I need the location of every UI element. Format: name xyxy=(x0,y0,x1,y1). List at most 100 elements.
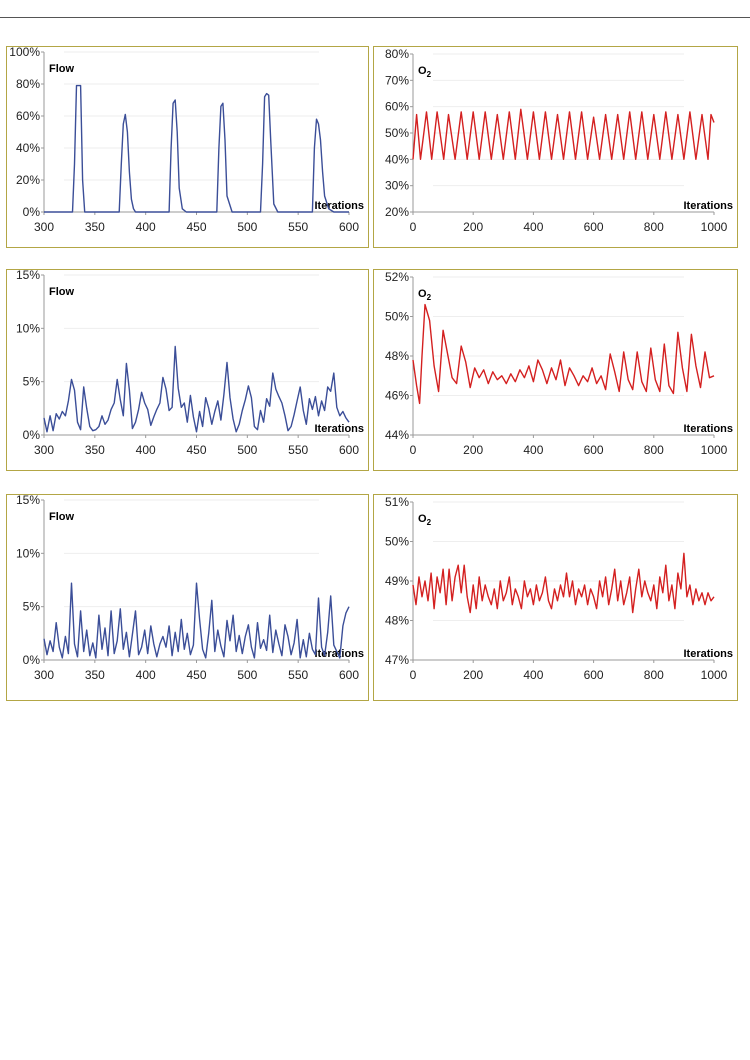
chart4-x-tick-label: 400 xyxy=(523,443,543,457)
chart2-x-tick-label: 0 xyxy=(410,220,417,234)
chart1-x-tick-label: 500 xyxy=(237,220,257,234)
chart5-x-tick-label: 350 xyxy=(85,668,105,682)
chart1-variable-label: Flow xyxy=(49,63,74,75)
chart2-x-tick-label: 600 xyxy=(584,220,604,234)
flow-chart-panel-3: 0% 5% 10% 15% 300 350 400 450 500 550 600 Iteration… xyxy=(6,494,369,701)
chart6-x-tick-label: 600 xyxy=(584,668,604,682)
chart1-y-tick-label: 60% xyxy=(16,109,40,123)
chart2-variable-label: O2 xyxy=(418,65,432,79)
chart2-y-tick-label: 30% xyxy=(385,179,409,193)
chart4-y-tick-label: 48% xyxy=(385,349,409,363)
chart4-y-tick-label: 44% xyxy=(385,428,409,442)
chart1-x-tick-label: 300 xyxy=(34,220,54,234)
chart1-x-tick-label: 350 xyxy=(85,220,105,234)
chart6-x-tick-label: 1000 xyxy=(701,668,728,682)
chart5-y-tick-label: 10% xyxy=(16,546,40,560)
chart1-y-tick-label: 20% xyxy=(16,173,40,187)
chart5-x-tick-label: 550 xyxy=(288,668,308,682)
chart2-x-tick-label: 1000 xyxy=(701,220,728,234)
o2-chart-panel-1: 20% 30% 40% 50% 60% 70% 80% 0 200 400 600 800 1000 It… xyxy=(373,46,738,248)
chart4-x-tick-label: 200 xyxy=(463,443,483,457)
chart3-x-tick-label: 450 xyxy=(186,443,206,457)
chart3-y-tick-label: 0% xyxy=(23,428,41,442)
chart5-x-axis-title: Iterations xyxy=(314,648,364,660)
chart2-y-tick-label: 20% xyxy=(385,205,409,219)
flow-chart-1: 0% 20% 40% 60% 80% 100% 300 350 400 450 500 550 600 I… xyxy=(9,47,364,234)
o2-chart-3: 47% 48% 49% 50% 51% 0 200 400 600 800 1000 Iteratio… xyxy=(385,495,733,682)
chart4-y-tick-label: 50% xyxy=(385,310,409,324)
chart5-x-tick-label: 500 xyxy=(237,668,257,682)
chart3-x-axis-title: Iterations xyxy=(314,423,364,435)
chart5-series-line-1 xyxy=(43,582,350,659)
chart2-y-tick-label: 40% xyxy=(385,152,409,166)
chart5-x-tick-label: 300 xyxy=(34,668,54,682)
flow-chart-panel-1: 0% 20% 40% 60% 80% 100% 300 350 400 450 500 550 600 I… xyxy=(6,46,369,248)
chart2-x-tick-label: 400 xyxy=(523,220,543,234)
flow-chart-2: 0% 5% 10% 15% 300 350 400 450 500 550 600 Iteration… xyxy=(16,270,364,457)
chart1-series-line-1 xyxy=(44,84,349,213)
chart1-y-tick-label: 40% xyxy=(16,141,40,155)
chart4-x-tick-label: 0 xyxy=(410,443,417,457)
chart5-x-tick-label: 450 xyxy=(186,668,206,682)
chart3-y-tick-label: 5% xyxy=(23,375,41,389)
chart5-x-tick-label: 600 xyxy=(339,668,359,682)
chart1-x-tick-label: 600 xyxy=(339,220,359,234)
chart3-series-line-1 xyxy=(43,345,350,433)
chart2-x-tick-label: 200 xyxy=(463,220,483,234)
chart1-x-tick-label: 400 xyxy=(136,220,156,234)
chart2-x-axis-title: Iterations xyxy=(683,200,733,212)
chart6-series-line-1 xyxy=(412,552,715,614)
chart4-x-tick-label: 600 xyxy=(584,443,604,457)
chart3-x-tick-label: 400 xyxy=(136,443,156,457)
chart1-x-tick-label: 550 xyxy=(288,220,308,234)
chart2-y-tick-label: 70% xyxy=(385,73,409,87)
chart5-y-tick-label: 5% xyxy=(23,600,41,614)
chart4-x-tick-label: 800 xyxy=(644,443,664,457)
flow-chart-3: 0% 5% 10% 15% 300 350 400 450 500 550 600 Iteration… xyxy=(16,495,364,682)
chart4-x-axis-title: Iterations xyxy=(683,423,733,435)
chart6-y-tick-label: 48% xyxy=(385,614,409,628)
chart6-x-tick-label: 400 xyxy=(523,668,543,682)
chart6-x-tick-label: 0 xyxy=(410,668,417,682)
chart4-x-tick-label: 1000 xyxy=(701,443,728,457)
flow-chart-panel-2: 0% 5% 10% 15% 300 350 400 450 500 550 600 Iteration… xyxy=(6,269,369,471)
chart3-x-tick-label: 600 xyxy=(339,443,359,457)
chart3-y-tick-label: 15% xyxy=(16,270,40,282)
chart6-variable-label: O2 xyxy=(418,513,432,527)
chart2-y-tick-label: 60% xyxy=(385,100,409,114)
o2-chart-1: 20% 30% 40% 50% 60% 70% 80% 0 200 400 600 800 1000 It… xyxy=(385,47,733,234)
chart1-y-tick-label: 0% xyxy=(23,205,41,219)
chart6-x-axis-title: Iterations xyxy=(683,648,733,660)
chart2-y-tick-label: 50% xyxy=(385,126,409,140)
page-top-rule xyxy=(0,17,750,18)
chart5-x-tick-label: 400 xyxy=(136,668,156,682)
chart6-y-tick-label: 51% xyxy=(385,495,409,509)
chart2-y-tick-label: 80% xyxy=(385,47,409,61)
chart6-y-tick-label: 47% xyxy=(385,653,409,667)
chart6-y-tick-label: 49% xyxy=(385,574,409,588)
chart4-y-tick-label: 52% xyxy=(385,270,409,284)
chart5-y-tick-label: 0% xyxy=(23,653,41,667)
chart1-y-tick-label: 80% xyxy=(16,77,40,91)
chart3-y-tick-label: 10% xyxy=(16,321,40,335)
o2-chart-panel-3: 47% 48% 49% 50% 51% 0 200 400 600 800 1000 Iteratio… xyxy=(373,494,738,701)
o2-chart-panel-2: 44% 46% 48% 50% 52% 0 200 400 600 800 1000 Iteratio… xyxy=(373,269,738,471)
chart6-y-tick-label: 50% xyxy=(385,535,409,549)
chart4-y-tick-label: 46% xyxy=(385,389,409,403)
chart5-y-tick-label: 15% xyxy=(16,495,40,507)
chart6-x-tick-label: 800 xyxy=(644,668,664,682)
o2-chart-2: 44% 46% 48% 50% 52% 0 200 400 600 800 1000 Iteratio… xyxy=(385,270,733,457)
chart4-series-line-1 xyxy=(412,303,715,405)
chart3-x-tick-label: 300 xyxy=(34,443,54,457)
chart1-x-axis-title: Iterations xyxy=(314,200,364,212)
chart3-variable-label: Flow xyxy=(49,286,74,298)
chart1-y-tick-label: 100% xyxy=(9,47,40,59)
chart2-series-line-1 xyxy=(412,108,715,161)
chart3-x-tick-label: 500 xyxy=(237,443,257,457)
chart2-x-tick-label: 800 xyxy=(644,220,664,234)
chart4-variable-label: O2 xyxy=(418,288,432,302)
chart1-x-tick-label: 450 xyxy=(186,220,206,234)
chart5-variable-label: Flow xyxy=(49,511,74,523)
chart3-x-tick-label: 350 xyxy=(85,443,105,457)
chart3-x-tick-label: 550 xyxy=(288,443,308,457)
